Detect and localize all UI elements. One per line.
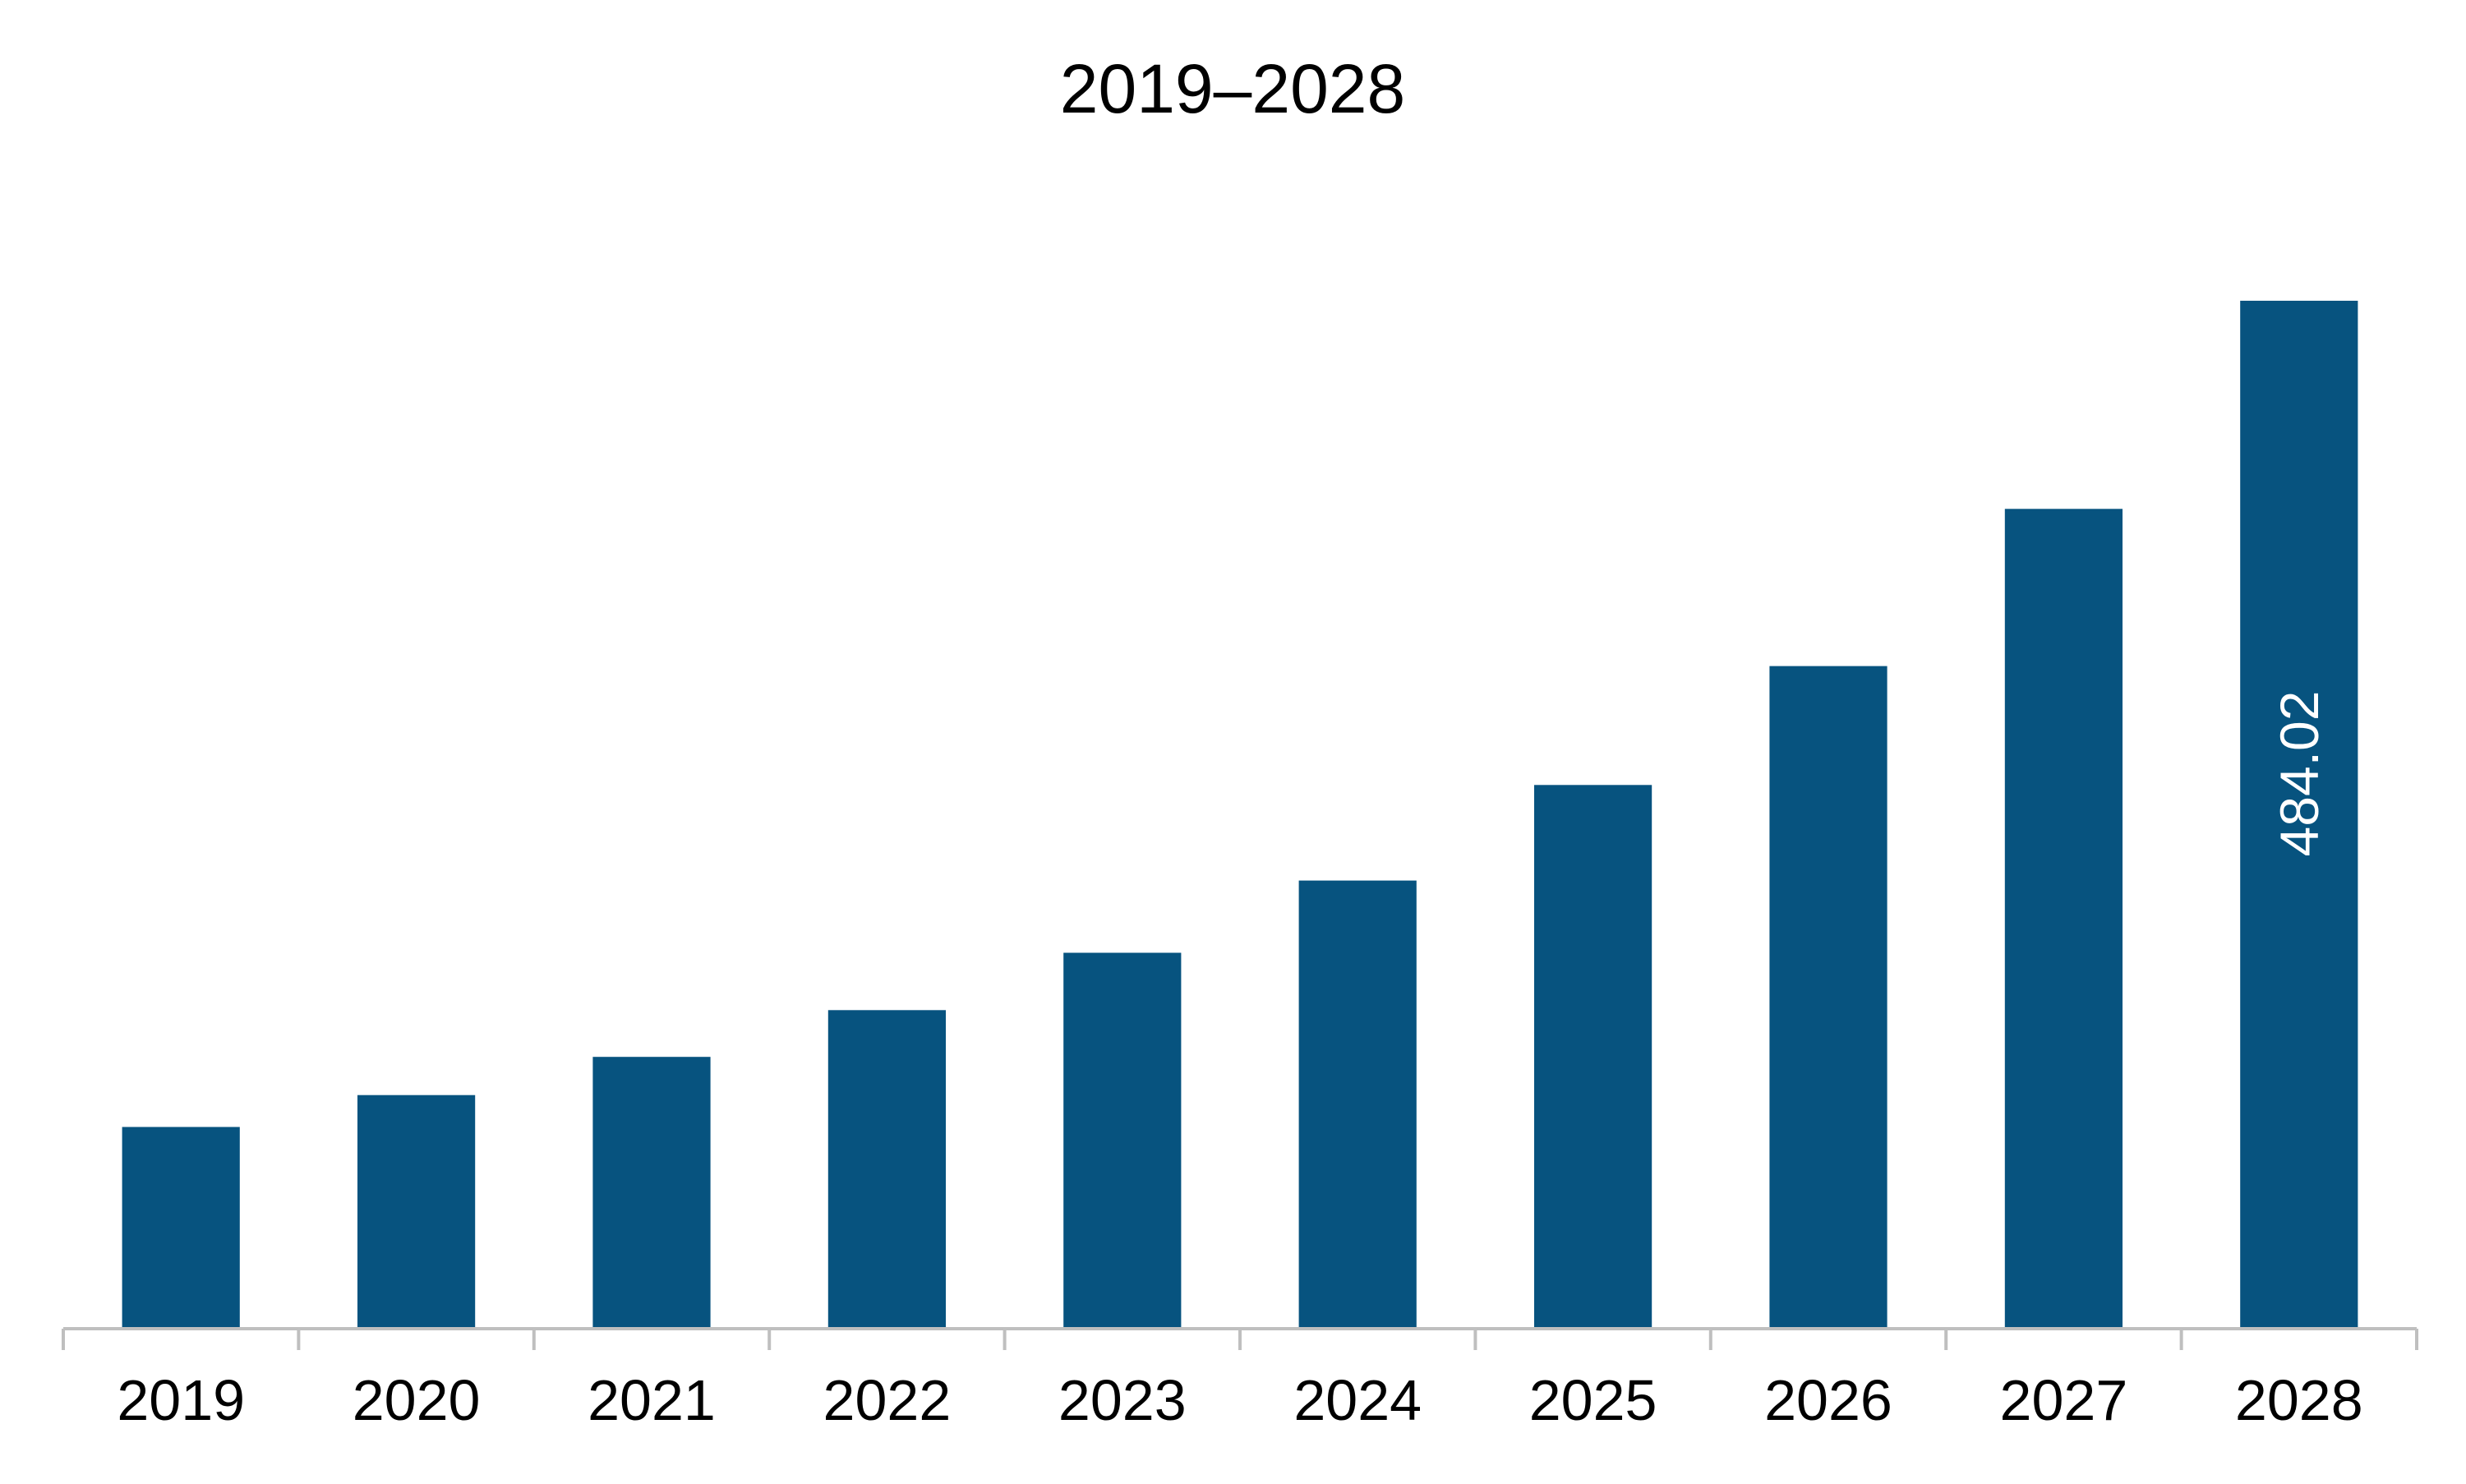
bar-2027: [2004, 509, 2123, 1329]
x-tick-label-2020: 2020: [353, 1368, 481, 1432]
data-label-2028: 484.02: [2269, 691, 2330, 857]
chart-title: 2019–2028: [1060, 50, 1405, 127]
bar-2021: [592, 1057, 711, 1329]
bar-2028: [2240, 301, 2358, 1329]
x-tick-label-2023: 2023: [1058, 1368, 1187, 1432]
x-axis: [62, 1327, 2418, 1350]
bars-layer: [122, 301, 2358, 1329]
bar-2026: [1769, 666, 1888, 1329]
x-tick-label-2019: 2019: [117, 1368, 245, 1432]
x-tick-label-2028: 2028: [2235, 1368, 2363, 1432]
bar-2022: [827, 1010, 946, 1329]
x-tick-label-2027: 2027: [2000, 1368, 2128, 1432]
bar-2019: [122, 1127, 240, 1329]
x-tick-label-2026: 2026: [1764, 1368, 1892, 1432]
bar-2025: [1534, 785, 1652, 1329]
x-tick-label-2025: 2025: [1529, 1368, 1657, 1432]
x-tick-label-2024: 2024: [1293, 1368, 1422, 1432]
data-labels-layer: 484.02: [2269, 691, 2330, 857]
bar-2024: [1298, 880, 1417, 1329]
x-tick-label-2022: 2022: [823, 1368, 952, 1432]
x-tick-labels: 2019 2020 2021 2022 2023 2024 2025 2026 2027 2028: [117, 1368, 2362, 1432]
bar-2020: [357, 1095, 476, 1329]
bar-2023: [1063, 952, 1182, 1329]
x-tick-label-2021: 2021: [588, 1368, 716, 1432]
